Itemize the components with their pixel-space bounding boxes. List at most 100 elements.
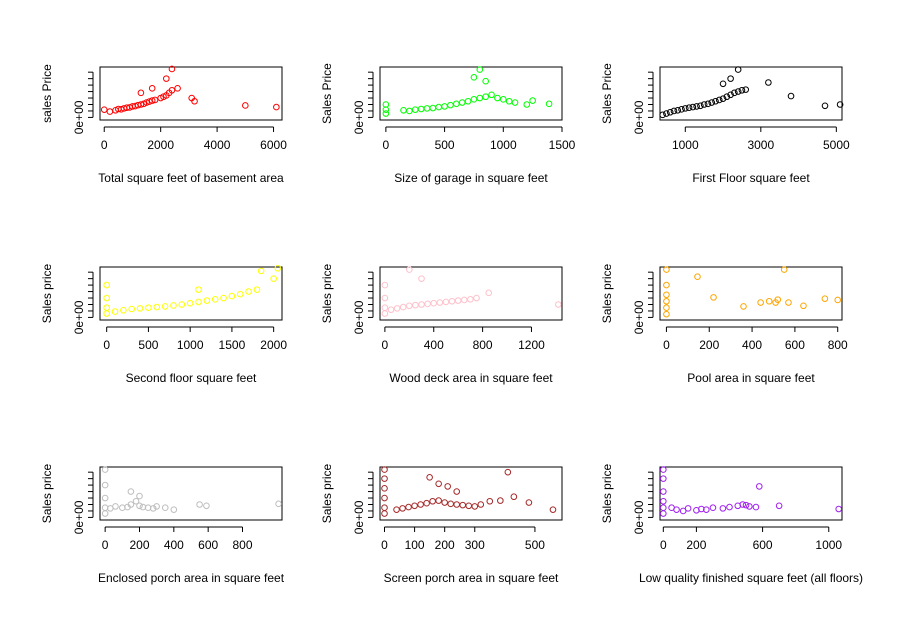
x-tick-label: 200 xyxy=(129,538,149,552)
data-point xyxy=(709,504,717,512)
data-point xyxy=(757,299,764,306)
data-point xyxy=(203,502,210,510)
data-point xyxy=(510,493,518,501)
data-point xyxy=(488,91,495,99)
data-point xyxy=(659,111,666,119)
data-point xyxy=(834,296,842,304)
x-tick-label: 0 xyxy=(101,138,108,152)
data-point xyxy=(663,297,670,305)
data-point xyxy=(734,88,742,95)
data-point xyxy=(412,301,419,309)
x-tick-label: 600 xyxy=(785,338,805,352)
y-tick-label: 0e+00 xyxy=(72,300,86,334)
data-point xyxy=(447,500,454,508)
data-point xyxy=(442,298,450,306)
x-axis-title: Low quality finished square feet (all fl… xyxy=(639,571,863,585)
data-point xyxy=(148,97,156,104)
data-point xyxy=(153,303,161,311)
x-tick-label: 1500 xyxy=(219,338,246,352)
data-point xyxy=(101,510,109,517)
data-point xyxy=(393,506,400,513)
x-tick-label: 1000 xyxy=(490,138,517,152)
data-point xyxy=(203,297,211,304)
data-point xyxy=(136,492,143,500)
data-point xyxy=(476,94,484,102)
data-point xyxy=(168,86,176,94)
data-point xyxy=(545,100,553,108)
data-point xyxy=(387,306,395,313)
data-point xyxy=(719,80,727,88)
data-point xyxy=(103,281,110,289)
data-point xyxy=(132,497,140,505)
data-point xyxy=(703,506,710,513)
data-point xyxy=(191,97,198,105)
data-point xyxy=(734,66,742,73)
x-tick-label: 0 xyxy=(382,338,389,352)
data-point xyxy=(471,503,479,510)
data-point xyxy=(678,106,685,113)
data-point xyxy=(103,294,110,302)
data-point xyxy=(112,503,119,510)
data-point xyxy=(411,106,419,113)
x-tick-label: 500 xyxy=(525,538,545,552)
data-point xyxy=(417,105,425,113)
data-point xyxy=(257,267,265,275)
plot-frame xyxy=(99,466,283,521)
data-point xyxy=(136,502,143,510)
data-point xyxy=(482,77,489,85)
x-tick-label: 1000 xyxy=(672,138,699,152)
data-point xyxy=(740,303,747,310)
data-point xyxy=(663,304,670,312)
data-point xyxy=(151,96,159,104)
x-tick-label: 3000 xyxy=(747,138,774,152)
data-point xyxy=(228,292,236,300)
data-point xyxy=(170,506,178,513)
data-point xyxy=(710,294,717,301)
data-point xyxy=(684,505,692,512)
data-point xyxy=(101,466,109,473)
data-point xyxy=(143,99,150,106)
data-point xyxy=(163,75,170,82)
data-point xyxy=(774,296,782,303)
x-axis-title: Pool area in square feet xyxy=(687,371,815,385)
plot-frame xyxy=(659,466,843,521)
data-point xyxy=(555,301,562,308)
y-axis-title: Sales price xyxy=(320,264,334,324)
data-point xyxy=(785,299,792,306)
y-tick-label: 0e+00 xyxy=(632,500,646,534)
data-point xyxy=(399,303,407,311)
data-point xyxy=(418,301,425,308)
x-axis-title: Second floor square feet xyxy=(126,371,257,385)
data-point xyxy=(136,305,144,312)
data-point xyxy=(406,266,413,273)
x-tick-label: 400 xyxy=(742,338,762,352)
data-point xyxy=(405,503,412,511)
data-point xyxy=(719,505,727,512)
data-point xyxy=(245,288,252,295)
data-point xyxy=(679,507,687,515)
x-tick-label: 800 xyxy=(473,338,493,352)
data-point xyxy=(430,299,438,307)
data-point xyxy=(381,475,388,482)
x-tick-label: 600 xyxy=(198,538,218,552)
data-point xyxy=(195,286,202,293)
plot-frame xyxy=(99,66,283,121)
data-point xyxy=(694,273,701,280)
data-point xyxy=(453,100,460,108)
data-point xyxy=(275,500,282,508)
x-tick-label: 0 xyxy=(663,338,670,352)
x-tick-label: 100 xyxy=(405,538,425,552)
data-point xyxy=(765,297,773,305)
x-axis-title: Size of garage in square feet xyxy=(394,171,548,185)
x-tick-label: 0 xyxy=(102,538,109,552)
data-point xyxy=(685,104,693,112)
data-point xyxy=(429,497,436,505)
data-point xyxy=(453,501,461,508)
data-point xyxy=(529,97,536,104)
data-point xyxy=(399,505,406,512)
data-point xyxy=(220,294,227,302)
data-point xyxy=(196,501,203,508)
data-point xyxy=(708,99,716,106)
data-point xyxy=(435,497,442,504)
data-point xyxy=(723,93,731,101)
